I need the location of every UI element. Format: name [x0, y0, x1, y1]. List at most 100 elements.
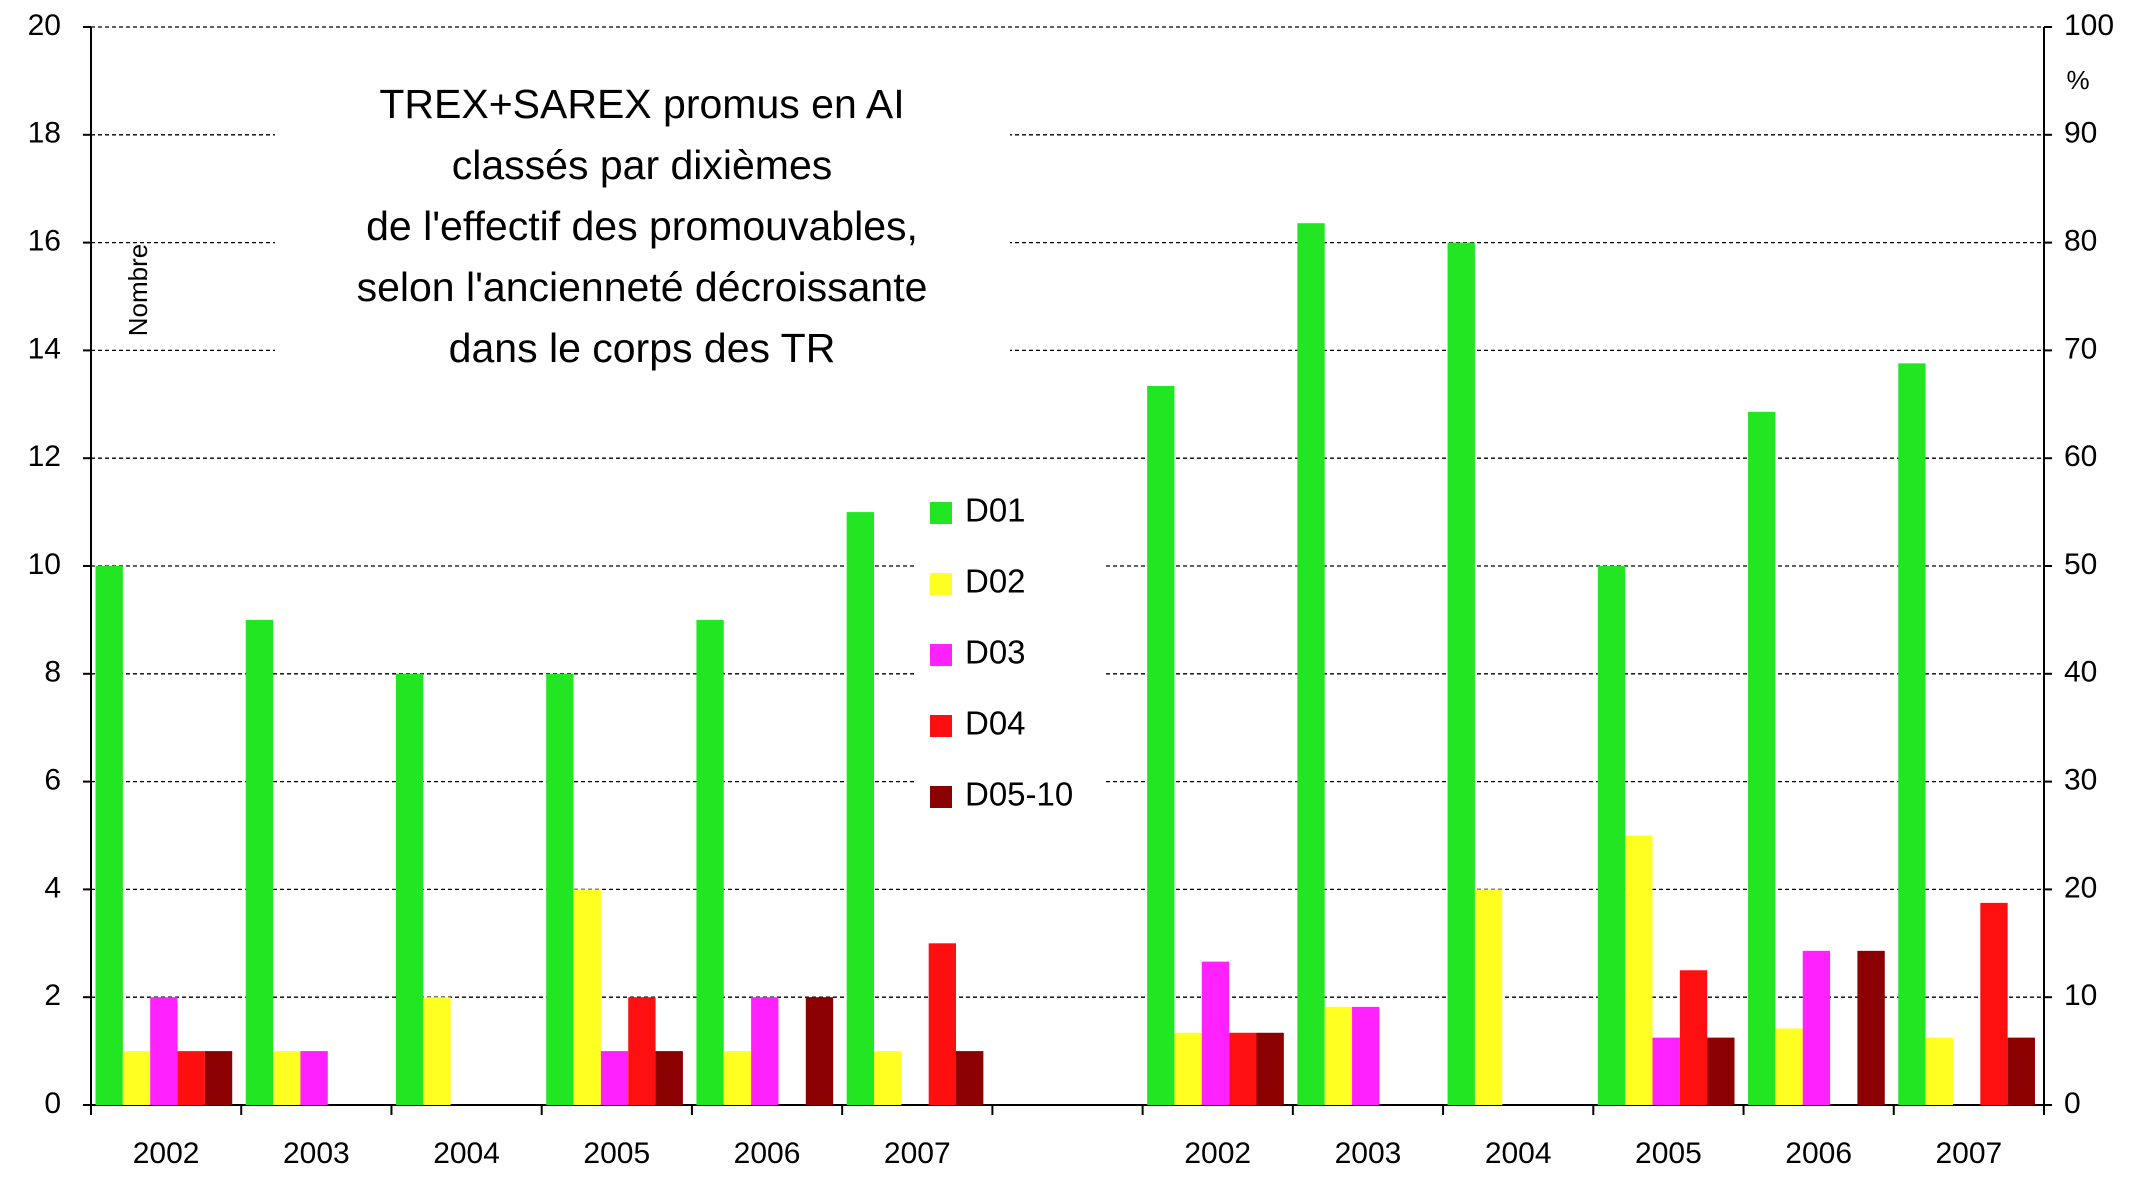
x-tick-label: 2005: [583, 1137, 650, 1170]
y-tick-label: 20: [28, 9, 61, 42]
bar: [1898, 363, 1926, 1105]
chart-title: de l'effectif des promouvables,: [366, 203, 918, 249]
bar: [723, 1051, 752, 1105]
y2-tick-label: 100: [2064, 9, 2114, 42]
bar: [395, 673, 424, 1105]
bar: [655, 1051, 683, 1105]
y2-tick-label: 70: [2064, 332, 2097, 365]
bar: [1447, 242, 1475, 1106]
legend-label: D01: [965, 492, 1026, 529]
legend-swatch: [930, 573, 952, 595]
bar: [2007, 1037, 2035, 1105]
y-tick-label: 2: [44, 979, 61, 1012]
x-tick-label: 2007: [884, 1137, 951, 1170]
bar: [1174, 1032, 1202, 1105]
bar: [1925, 1037, 1953, 1105]
bar: [1857, 950, 1885, 1105]
bar: [1297, 223, 1325, 1106]
bar: [1474, 889, 1503, 1105]
bar: [1679, 970, 1708, 1105]
y2-tick-label: 60: [2064, 440, 2097, 473]
y2-tick-label: 80: [2064, 225, 2097, 258]
bar: [546, 673, 574, 1105]
bar: [874, 1051, 902, 1105]
bar: [696, 619, 724, 1105]
chart-title: TREX+SAREX promus en AI: [379, 81, 904, 127]
bar: [1625, 835, 1653, 1105]
bar: [1229, 1032, 1257, 1105]
x-tick-label: 2004: [1485, 1137, 1552, 1170]
bar: [1324, 1006, 1353, 1105]
bar: [1256, 1032, 1284, 1105]
legend-swatch: [930, 715, 952, 737]
y2-tick-label: 20: [2064, 871, 2097, 904]
legend-label: D02: [965, 563, 1026, 600]
y-tick-label: 8: [44, 656, 61, 689]
x-tick-label: 2004: [433, 1137, 500, 1170]
x-tick-label: 2005: [1635, 1137, 1702, 1170]
bar: [928, 943, 957, 1105]
bar: [600, 1051, 629, 1105]
bar: [177, 1051, 205, 1105]
y-tick-label: 10: [28, 548, 61, 581]
bar: [204, 1051, 233, 1105]
bar: [1802, 950, 1831, 1105]
bar: [751, 997, 779, 1105]
y2-tick-label: 30: [2064, 764, 2097, 797]
legend-swatch: [930, 502, 952, 524]
legend-swatch: [930, 644, 952, 666]
bar: [1748, 411, 1776, 1105]
y-axis-label: Nombre: [123, 244, 153, 336]
y2-tick-label: 40: [2064, 656, 2097, 689]
bar: [1652, 1037, 1680, 1105]
y2-axis-label: %: [2066, 65, 2089, 95]
title-box: [275, 75, 1010, 405]
y-tick-label: 4: [44, 871, 61, 904]
bar: [150, 997, 178, 1105]
y-tick-label: 0: [44, 1087, 61, 1120]
bar: [1597, 566, 1626, 1105]
y2-tick-label: 10: [2064, 979, 2097, 1012]
bar: [805, 997, 834, 1105]
chart-title: selon l'ancienneté décroissante: [357, 264, 928, 310]
x-tick-label: 2003: [1335, 1137, 1402, 1170]
x-tick-label: 2003: [283, 1137, 350, 1170]
y2-tick-label: 90: [2064, 117, 2097, 150]
bar: [573, 889, 601, 1105]
chart-title: dans le corps des TR: [449, 325, 836, 371]
bar: [1707, 1037, 1735, 1105]
bar: [1352, 1006, 1380, 1105]
legend-label: D03: [965, 634, 1026, 671]
legend-swatch: [930, 786, 952, 808]
bar: [245, 619, 274, 1105]
bar: [846, 512, 875, 1105]
bar: [956, 1051, 984, 1105]
bar: [122, 1051, 151, 1105]
bar: [1147, 385, 1175, 1105]
legend-label: D05-10: [965, 776, 1073, 813]
x-tick-label: 2006: [1785, 1137, 1852, 1170]
bar: [273, 1051, 301, 1105]
x-tick-label: 2006: [734, 1137, 801, 1170]
bar: [1980, 902, 2008, 1105]
bar: [95, 566, 123, 1105]
x-tick-label: 2002: [133, 1137, 200, 1170]
chart-title: classés par dixièmes: [452, 142, 833, 188]
y-tick-label: 12: [28, 440, 61, 473]
y-tick-label: 18: [28, 117, 61, 150]
x-tick-label: 2007: [1936, 1137, 2003, 1170]
bar: [628, 997, 656, 1105]
x-tick-label: 2002: [1184, 1137, 1251, 1170]
legend-label: D04: [965, 705, 1026, 742]
y-tick-label: 14: [28, 332, 61, 365]
bar: [300, 1051, 328, 1105]
y2-tick-label: 0: [2064, 1087, 2081, 1120]
bar: [1775, 1028, 1803, 1105]
y-tick-label: 6: [44, 764, 61, 797]
y2-tick-label: 50: [2064, 548, 2097, 581]
bar: [1201, 961, 1230, 1105]
bar: [423, 997, 451, 1105]
y-tick-label: 16: [28, 225, 61, 258]
